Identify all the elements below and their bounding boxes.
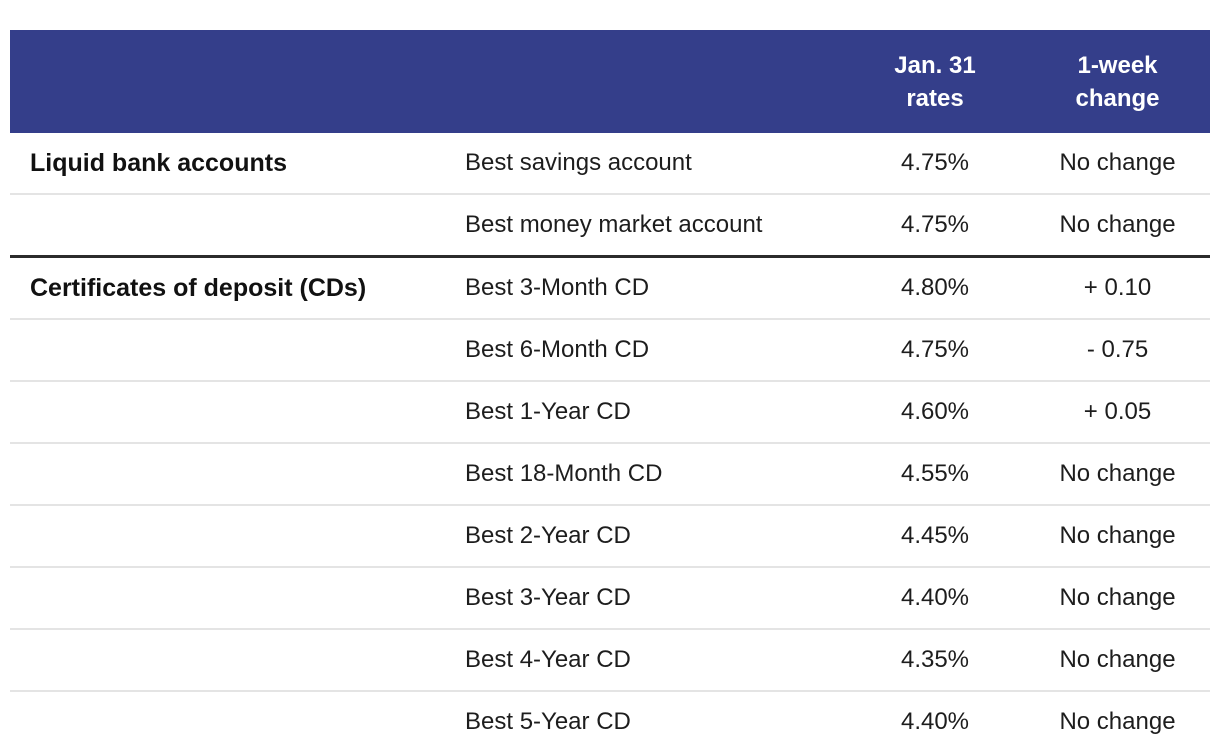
rate-value: 4.75%: [900, 336, 970, 363]
change-value: No change: [1059, 646, 1176, 673]
change-value: No change: [1059, 708, 1176, 735]
change-value: No change: [1059, 522, 1176, 549]
change-value: No change: [1059, 584, 1176, 611]
product-label: Best 1-Year CD: [465, 398, 631, 425]
table-row: Certificates of deposit (CDs) Best 3-Mon…: [10, 258, 1210, 318]
rate-value: 4.35%: [900, 646, 970, 673]
table-row: Best 5-Year CD 4.40% No change: [10, 690, 1210, 750]
product-label: Best 3-Year CD: [465, 584, 631, 611]
product-label: Best 5-Year CD: [465, 708, 631, 735]
rate-value: 4.60%: [900, 398, 970, 425]
header-change-line2: change: [1075, 84, 1160, 112]
header-change-label: 1-week change: [1025, 49, 1210, 115]
product-label: Best money market account: [465, 211, 763, 238]
table-body: Liquid bank accounts Best savings accoun…: [10, 133, 1210, 750]
change-value: No change: [1059, 460, 1176, 487]
rate-value: 4.45%: [900, 522, 970, 549]
rate-value: 4.75%: [900, 211, 970, 238]
change-value: No change: [1059, 149, 1176, 176]
rate-value: 4.55%: [900, 460, 970, 487]
header-rates-label: Jan. 31 rates: [845, 49, 1025, 115]
section-certificates-of-deposit: Certificates of deposit (CDs) Best 3-Mon…: [10, 255, 1210, 750]
rate-value: 4.40%: [900, 584, 970, 611]
table-row: Best 2-Year CD 4.45% No change: [10, 504, 1210, 566]
product-label: Best 18-Month CD: [465, 460, 663, 487]
table-row: Best 18-Month CD 4.55% No change: [10, 442, 1210, 504]
category-label: Liquid bank accounts: [30, 148, 287, 177]
table-row: Best 6-Month CD 4.75% - 0.75: [10, 318, 1210, 380]
product-label: Best 6-Month CD: [465, 336, 650, 363]
table-header-row: Jan. 31 rates 1-week change: [10, 30, 1210, 133]
rate-value: 4.75%: [900, 149, 970, 176]
rate-value: 4.40%: [900, 708, 970, 735]
table-row: Best 4-Year CD 4.35% No change: [10, 628, 1210, 690]
table-row: Liquid bank accounts Best savings accoun…: [10, 133, 1210, 193]
product-label: Best 4-Year CD: [465, 646, 631, 673]
table-row: Best 1-Year CD 4.60% + 0.05: [10, 380, 1210, 442]
change-value: No change: [1059, 211, 1176, 238]
section-liquid-bank-accounts: Liquid bank accounts Best savings accoun…: [10, 133, 1210, 255]
table-row: Best money market account 4.75% No chang…: [10, 193, 1210, 255]
header-rates-line1: Jan. 31: [894, 51, 976, 79]
product-label: Best 2-Year CD: [465, 522, 631, 549]
change-value: + 0.05: [1083, 398, 1152, 425]
table-row: Best 3-Year CD 4.40% No change: [10, 566, 1210, 628]
category-label: Certificates of deposit (CDs): [30, 273, 367, 302]
header-change-line1: 1-week: [1077, 51, 1158, 79]
header-rates-line2: rates: [906, 84, 964, 112]
change-value: + 0.10: [1083, 274, 1152, 301]
product-label: Best savings account: [465, 149, 692, 176]
rate-value: 4.80%: [900, 274, 970, 301]
rates-table: Jan. 31 rates 1-week change Liquid bank …: [10, 30, 1210, 750]
change-value: - 0.75: [1086, 336, 1149, 363]
product-label: Best 3-Month CD: [465, 274, 650, 301]
